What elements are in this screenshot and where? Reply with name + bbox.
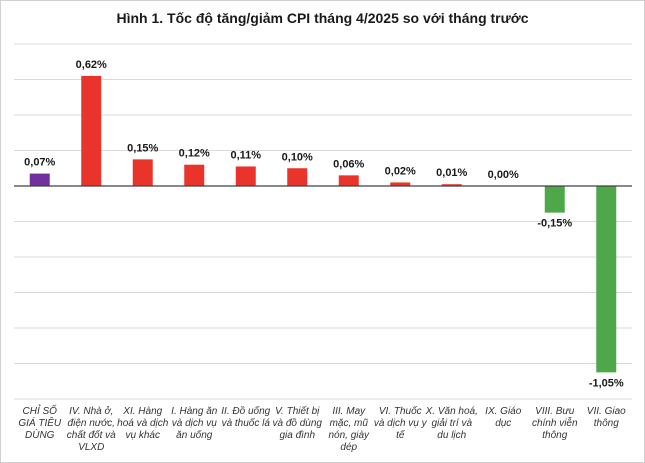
bar xyxy=(287,168,308,186)
data-label: 0,00% xyxy=(488,169,519,181)
bar xyxy=(596,186,617,373)
bar xyxy=(544,186,565,213)
data-labels: 0,07% 0,62% 0,15% 0,12% 0,11% 0,10% 0,06% 0,02%… xyxy=(24,59,624,389)
category-label: VII. Giao thông xyxy=(587,406,626,429)
data-label: -0,15% xyxy=(537,218,572,230)
data-label: 0,01% xyxy=(436,167,467,179)
bar xyxy=(235,166,256,186)
category-label: III. May mặc, mũ nón, giày dép xyxy=(328,406,370,453)
data-label: 0,62% xyxy=(76,59,107,71)
category-label: I. Hàng ăn và dịch vụ ăn uống xyxy=(171,406,218,441)
data-label: -1,05% xyxy=(589,377,624,389)
data-label: 0,11% xyxy=(230,149,261,161)
chart-title: Hình 1. Tốc độ tăng/giảm CPI tháng 4/202… xyxy=(116,10,529,26)
category-label: VI. Thuốc và dịch vụ y tế xyxy=(374,405,428,441)
data-label: 0,02% xyxy=(385,165,416,177)
bars xyxy=(29,75,617,373)
data-label: 0,15% xyxy=(127,142,158,154)
category-label: VIII. Bưu chính viễn thông xyxy=(532,406,578,441)
category-label: CHỈ SỐ GIÁ TIÊU DÙNG xyxy=(18,404,62,441)
bar xyxy=(184,164,205,186)
data-label: 0,07% xyxy=(24,157,55,169)
category-label: IV. Nhà ở, điện nước, chất đốt và VLXD xyxy=(67,405,116,453)
category-label: XI. Hàng hoá và dịch vụ khác xyxy=(117,406,169,441)
bar xyxy=(390,182,411,186)
bar xyxy=(338,175,359,186)
category-label: IX. Giáo dục xyxy=(485,406,522,429)
category-label: II. Đồ uống và thuốc lá xyxy=(221,405,270,429)
bar xyxy=(29,173,50,186)
bar xyxy=(132,159,153,186)
data-label: 0,12% xyxy=(179,148,210,160)
bar xyxy=(81,75,102,186)
category-label: X. Văn hoá, giải trí và du lịch xyxy=(425,406,478,441)
category-label: V. Thiết bị và đồ dùng gia đình xyxy=(273,405,323,441)
data-label: 0,10% xyxy=(282,151,313,163)
data-label: 0,06% xyxy=(333,158,364,170)
gridlines xyxy=(14,43,632,400)
bar xyxy=(441,184,462,186)
